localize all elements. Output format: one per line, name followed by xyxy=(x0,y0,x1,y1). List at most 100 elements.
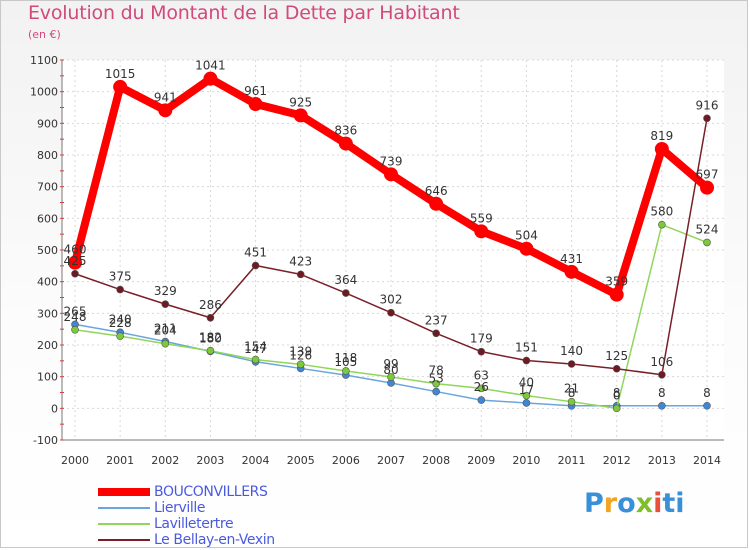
data-label-bouconvillers: 925 xyxy=(289,95,312,109)
data-label-bouconvillers: 819 xyxy=(650,129,673,143)
y-tick-label: 400 xyxy=(37,276,58,289)
data-label-le-bellay-en-vexin: 364 xyxy=(334,273,357,287)
legend-item: Lierville xyxy=(98,500,358,516)
y-tick-label: -100 xyxy=(33,434,58,447)
data-label-bouconvillers: 359 xyxy=(605,275,628,289)
data-label-bouconvillers: 504 xyxy=(515,229,538,243)
y-tick-label: 1000 xyxy=(30,86,58,99)
data-label-lavilletertre: 248 xyxy=(64,310,87,324)
data-label-le-bellay-en-vexin: 237 xyxy=(425,313,448,327)
data-label-bouconvillers: 1015 xyxy=(105,67,136,81)
x-tick-label: 2011 xyxy=(558,454,586,467)
data-label-lavilletertre: 21 xyxy=(564,382,579,396)
data-label-lierville: 265 xyxy=(64,304,87,318)
data-point-bouconvillers xyxy=(519,241,534,256)
x-tick-label: 2004 xyxy=(242,454,270,467)
data-label-bouconvillers: 559 xyxy=(470,211,493,225)
legend-label: Lavilletertre xyxy=(154,516,234,532)
data-label-lavilletertre: 182 xyxy=(199,331,222,345)
data-point-lierville xyxy=(658,401,666,410)
data-point-lierville xyxy=(522,399,531,407)
data-label-bouconvillers: 1041 xyxy=(195,59,226,73)
data-point-le-bellay-en-vexin xyxy=(567,360,576,368)
data-point-bouconvillers xyxy=(564,264,579,279)
data-label-lierville: 8 xyxy=(658,386,666,400)
data-point-le-bellay-en-vexin xyxy=(477,347,486,356)
data-point-lavilletertre xyxy=(71,325,79,334)
data-point-lavilletertre xyxy=(522,391,531,400)
data-point-lavilletertre xyxy=(206,346,215,355)
data-point-bouconvillers xyxy=(113,79,128,94)
data-point-lavilletertre xyxy=(658,220,666,229)
data-label-lavilletertre: 580 xyxy=(650,205,673,219)
data-label-le-bellay-en-vexin: 375 xyxy=(109,270,132,284)
y-tick-label: 300 xyxy=(37,307,58,320)
data-label-lierville: 80 xyxy=(383,363,398,377)
data-point-le-bellay-en-vexin xyxy=(116,285,124,294)
data-point-lierville xyxy=(432,387,440,396)
y-tick-label: 100 xyxy=(37,371,58,384)
data-point-bouconvillers xyxy=(293,108,308,123)
data-label-le-bellay-en-vexin: 451 xyxy=(244,246,267,260)
data-point-lierville xyxy=(703,401,711,410)
legend-swatch-lavilletertre xyxy=(98,523,150,525)
data-label-bouconvillers: 431 xyxy=(560,252,583,266)
data-label-le-bellay-en-vexin: 140 xyxy=(560,344,583,358)
data-label-le-bellay-en-vexin: 179 xyxy=(470,332,493,346)
data-point-bouconvillers xyxy=(338,136,353,151)
data-label-bouconvillers: 739 xyxy=(380,154,403,168)
data-label-bouconvillers: 460 xyxy=(64,243,87,257)
legend-label: Lierville xyxy=(154,500,206,516)
y-tick-label: 700 xyxy=(37,181,58,194)
y-tick-label: 500 xyxy=(37,244,58,257)
x-tick-label: 2014 xyxy=(693,454,721,467)
logo-letter: t xyxy=(662,488,676,519)
data-point-bouconvillers xyxy=(429,196,444,211)
data-point-le-bellay-en-vexin xyxy=(71,269,79,278)
data-label-le-bellay-en-vexin: 151 xyxy=(515,341,538,355)
data-labels: 460 1015 941 1041 961 925 836 739 646 559 504 431 35… xyxy=(64,59,719,403)
data-point-lavilletertre xyxy=(251,355,260,364)
data-point-le-bellay-en-vexin xyxy=(703,114,711,123)
data-label-le-bellay-en-vexin: 286 xyxy=(199,298,222,312)
data-point-bouconvillers xyxy=(700,180,714,195)
x-tick-label: 2012 xyxy=(603,454,631,467)
x-tick-label: 2001 xyxy=(106,454,134,467)
legend: BOUCONVILLERS Lierville Lavilletertre Le… xyxy=(98,484,358,548)
data-label-lierville: 126 xyxy=(289,348,312,362)
data-point-le-bellay-en-vexin xyxy=(522,356,531,365)
data-label-le-bellay-en-vexin: 106 xyxy=(650,355,673,369)
data-label-lierville: 26 xyxy=(474,380,489,394)
data-label-lavilletertre: 139 xyxy=(289,344,312,358)
data-point-le-bellay-en-vexin xyxy=(161,300,170,308)
data-label-lavilletertre: 228 xyxy=(109,316,132,330)
logo-letter: x xyxy=(635,488,654,519)
data-label-lierville: 105 xyxy=(334,355,357,369)
data-point-le-bellay-en-vexin xyxy=(206,313,215,322)
x-tick-label: 2002 xyxy=(151,454,179,467)
data-point-bouconvillers xyxy=(384,167,398,182)
y-tick-label: 200 xyxy=(37,339,58,352)
logo-letter: o xyxy=(617,488,636,519)
proxiti-logo: Proxiti xyxy=(584,488,685,519)
data-point-lavilletertre xyxy=(296,360,305,369)
data-point-bouconvillers xyxy=(68,255,82,270)
data-label-lavilletertre: 78 xyxy=(429,364,444,378)
x-tick-label: 2013 xyxy=(648,454,676,467)
x-tick-label: 2000 xyxy=(61,454,89,467)
data-label-lierville: 147 xyxy=(244,342,267,356)
data-point-le-bellay-en-vexin xyxy=(342,289,350,297)
series-layer xyxy=(68,71,714,413)
chart-title: Evolution du Montant de la Dette par Hab… xyxy=(28,2,460,24)
data-label-bouconvillers: 646 xyxy=(425,184,448,198)
data-point-bouconvillers xyxy=(654,141,669,156)
x-tick-label: 2005 xyxy=(287,454,315,467)
data-point-lavilletertre xyxy=(703,238,711,247)
x-tick-label: 2010 xyxy=(512,454,540,467)
y-tick-label: 600 xyxy=(37,212,58,225)
data-point-bouconvillers xyxy=(474,224,489,239)
data-label-lierville: 240 xyxy=(109,312,132,326)
data-label-bouconvillers: 836 xyxy=(334,124,357,138)
data-point-le-bellay-en-vexin xyxy=(658,370,666,379)
x-tick-label: 2009 xyxy=(467,454,495,467)
